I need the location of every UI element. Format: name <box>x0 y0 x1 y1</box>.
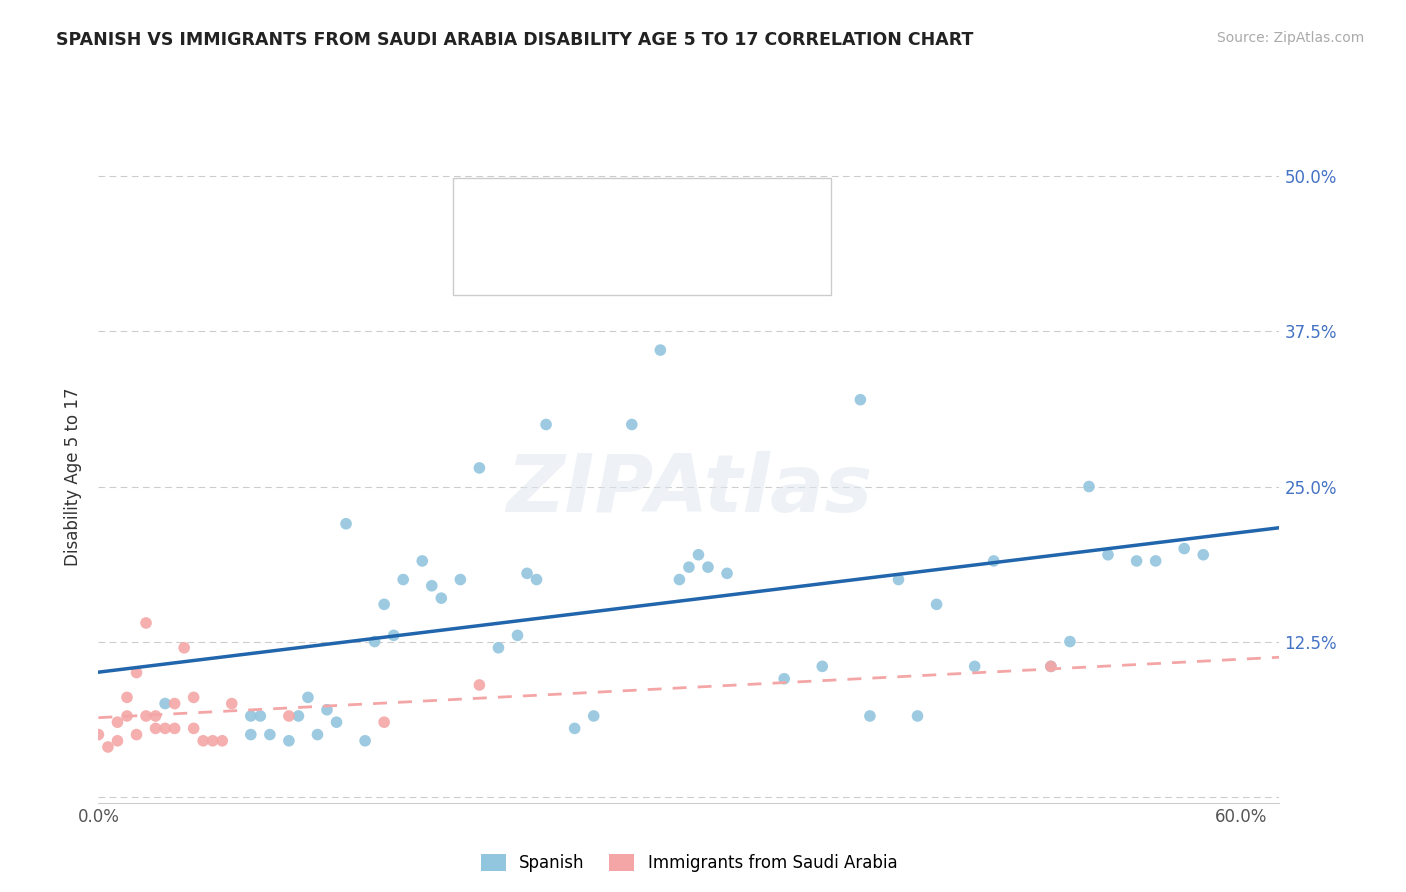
Point <box>145 722 167 736</box>
Point <box>620 417 643 432</box>
Text: Source: ZipAtlas.com: Source: ZipAtlas.com <box>1216 31 1364 45</box>
Point <box>534 417 557 432</box>
Point <box>153 697 176 711</box>
Point <box>716 566 738 581</box>
Point <box>183 722 205 736</box>
Point <box>1059 634 1081 648</box>
Point <box>506 628 529 642</box>
Point <box>1144 554 1167 568</box>
Point <box>135 709 157 723</box>
Point <box>259 728 281 742</box>
Point <box>811 659 834 673</box>
Point <box>201 733 224 747</box>
Point <box>239 709 262 723</box>
Point <box>430 591 453 606</box>
Point <box>382 628 405 642</box>
Point <box>582 709 605 723</box>
Point <box>668 573 690 587</box>
Point <box>221 697 243 711</box>
Point <box>1039 659 1062 673</box>
Point <box>411 554 433 568</box>
Text: ZIPAtlas: ZIPAtlas <box>506 451 872 529</box>
Point <box>211 733 233 747</box>
Point <box>849 392 872 407</box>
Point <box>1097 548 1119 562</box>
Legend: Spanish, Immigrants from Saudi Arabia: Spanish, Immigrants from Saudi Arabia <box>474 847 904 880</box>
Point <box>658 268 681 283</box>
Point <box>297 690 319 705</box>
Point <box>468 461 491 475</box>
Point <box>87 728 110 742</box>
Point <box>1078 479 1101 493</box>
Point <box>859 709 882 723</box>
Point <box>773 672 796 686</box>
Point <box>316 703 339 717</box>
Point <box>173 640 195 655</box>
Point <box>287 709 309 723</box>
Point <box>183 690 205 705</box>
Point <box>163 722 186 736</box>
Point <box>983 554 1005 568</box>
Point <box>107 715 129 730</box>
Point <box>163 697 186 711</box>
Point <box>153 722 176 736</box>
Point <box>420 579 443 593</box>
Point <box>697 560 720 574</box>
Point <box>307 728 329 742</box>
Point <box>354 733 377 747</box>
Point <box>907 709 929 723</box>
Point <box>97 739 120 754</box>
Point <box>1192 548 1215 562</box>
Point <box>1173 541 1195 556</box>
Point <box>468 678 491 692</box>
Point <box>125 728 148 742</box>
Point <box>335 516 357 531</box>
Point <box>277 709 299 723</box>
Text: SPANISH VS IMMIGRANTS FROM SAUDI ARABIA DISABILITY AGE 5 TO 17 CORRELATION CHART: SPANISH VS IMMIGRANTS FROM SAUDI ARABIA … <box>56 31 973 49</box>
Point <box>650 343 672 357</box>
Point <box>449 573 471 587</box>
Point <box>135 615 157 630</box>
Point <box>1039 659 1062 673</box>
Point <box>1125 554 1147 568</box>
Point <box>963 659 986 673</box>
Point <box>249 709 271 723</box>
Point <box>887 573 910 587</box>
Point <box>564 722 586 736</box>
Point <box>363 634 385 648</box>
Point <box>488 640 510 655</box>
Point <box>107 733 129 747</box>
Point <box>392 573 415 587</box>
Point <box>125 665 148 680</box>
Point <box>373 715 395 730</box>
Point <box>678 560 700 574</box>
Point <box>925 598 948 612</box>
Point <box>145 709 167 723</box>
Point <box>115 709 138 723</box>
Point <box>516 566 538 581</box>
Y-axis label: Disability Age 5 to 17: Disability Age 5 to 17 <box>65 388 83 566</box>
Point <box>193 733 215 747</box>
Point <box>239 728 262 742</box>
Point <box>688 548 710 562</box>
Point <box>526 573 548 587</box>
Point <box>115 690 138 705</box>
Point <box>277 733 299 747</box>
Text: R =  0.186   N = 54: R = 0.186 N = 54 <box>529 202 690 219</box>
Text: R =  0.025   N = 26: R = 0.025 N = 26 <box>529 254 690 272</box>
Point <box>325 715 347 730</box>
Point <box>373 598 395 612</box>
